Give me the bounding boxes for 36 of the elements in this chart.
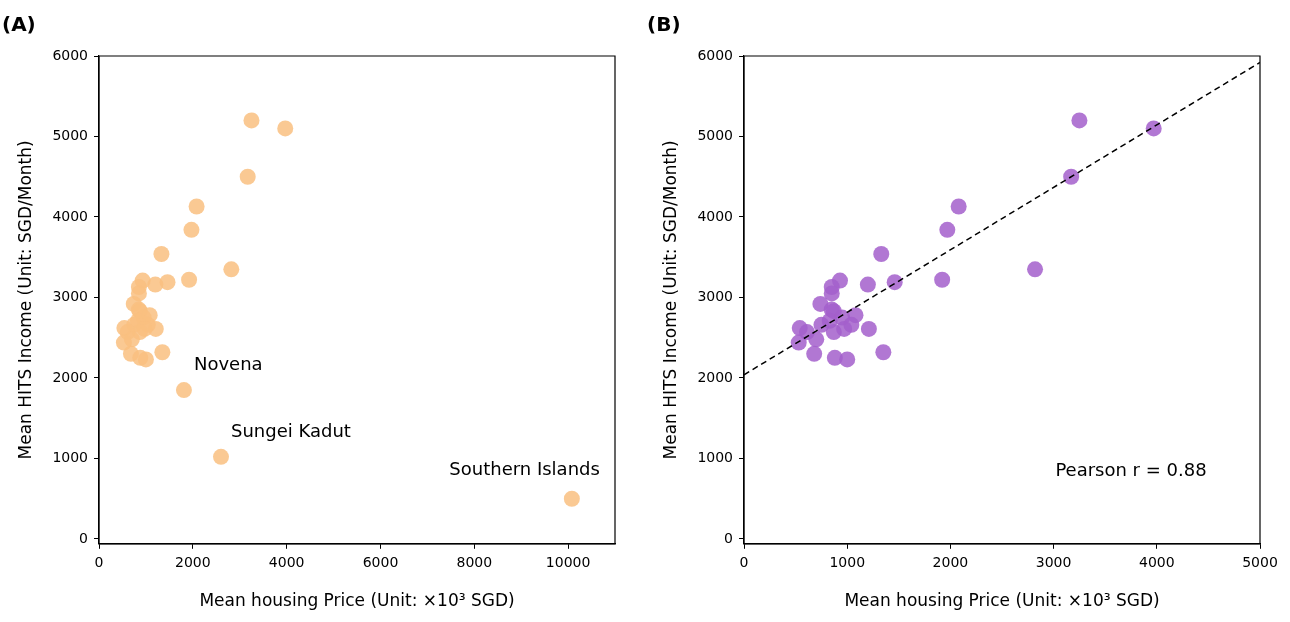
y-tick-label: 1000 xyxy=(697,449,734,466)
annotation: Novena xyxy=(193,353,263,375)
x-axis-title: Mean housing Price (Unit: ×10³ SGD) xyxy=(844,590,1160,611)
chart-title: (B) xyxy=(647,12,681,37)
x-tick-label: 3000 xyxy=(1035,553,1072,570)
x-tick-label: 6000 xyxy=(362,553,399,570)
y-tick-label: 5000 xyxy=(52,127,89,144)
y-axis-title: Mean HITS Income (Unit: SGD/Month) xyxy=(659,140,680,460)
annotation: Southern Islands xyxy=(449,457,600,479)
y-tick-label: 4000 xyxy=(697,207,734,224)
x-tick-label: 10000 xyxy=(545,553,591,570)
x-tick-label: 0 xyxy=(94,553,104,570)
y-tick-label: 5000 xyxy=(697,127,734,144)
y-tick-label: 0 xyxy=(79,529,89,546)
y-tick-label: 1000 xyxy=(52,449,89,466)
x-tick-label: 4000 xyxy=(1138,553,1175,570)
x-tick-label: 8000 xyxy=(456,553,493,570)
x-tick-label: 1000 xyxy=(829,553,866,570)
y-tick-label: 6000 xyxy=(52,46,89,63)
y-tick-label: 3000 xyxy=(52,288,89,305)
x-tick-label: 2000 xyxy=(175,553,211,570)
x-tick-label: 4000 xyxy=(268,553,305,570)
y-tick-label: 6000 xyxy=(697,46,734,63)
y-axis-title: Mean HITS Income (Unit: SGD/Month) xyxy=(14,140,35,460)
y-tick-label: 0 xyxy=(724,529,734,546)
y-tick-label: 4000 xyxy=(52,207,89,224)
x-tick-label: 5000 xyxy=(1242,553,1278,570)
x-axis-title: Mean housing Price (Unit: ×10³ SGD) xyxy=(199,590,515,611)
chart-title: (A) xyxy=(2,12,36,37)
x-tick-label: 0 xyxy=(739,553,749,570)
y-tick-label: 2000 xyxy=(52,368,89,385)
y-tick-label: 3000 xyxy=(697,288,734,305)
annotation: Pearson r = 0.88 xyxy=(1055,458,1207,480)
annotation: Sungei Kadut xyxy=(230,419,351,441)
y-tick-label: 2000 xyxy=(697,368,734,385)
x-tick-label: 2000 xyxy=(932,553,969,570)
